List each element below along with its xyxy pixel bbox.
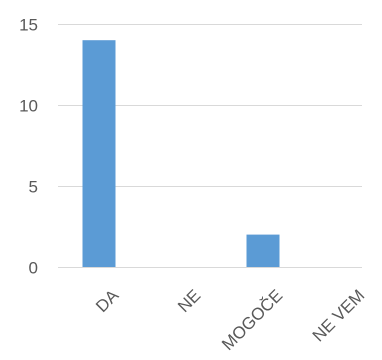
- y-tick-label: 15: [19, 16, 38, 35]
- x-tick-label: MOGOČE: [218, 286, 286, 354]
- bar-1: [82, 40, 116, 268]
- x-tick-label: NE: [174, 286, 204, 316]
- y-tick-label: 5: [29, 178, 38, 197]
- y-tick-label: 10: [19, 97, 38, 116]
- bar-3: [246, 234, 280, 267]
- bars: [82, 40, 280, 268]
- x-axis-ticks: DA NE MOGOČE NE VEM: [92, 285, 368, 354]
- x-tick-label: NE VEM: [309, 286, 369, 346]
- y-tick-label: 0: [29, 259, 38, 278]
- x-tick-label: DA: [92, 285, 123, 316]
- y-axis-ticks: 0 5 10 15: [19, 16, 38, 278]
